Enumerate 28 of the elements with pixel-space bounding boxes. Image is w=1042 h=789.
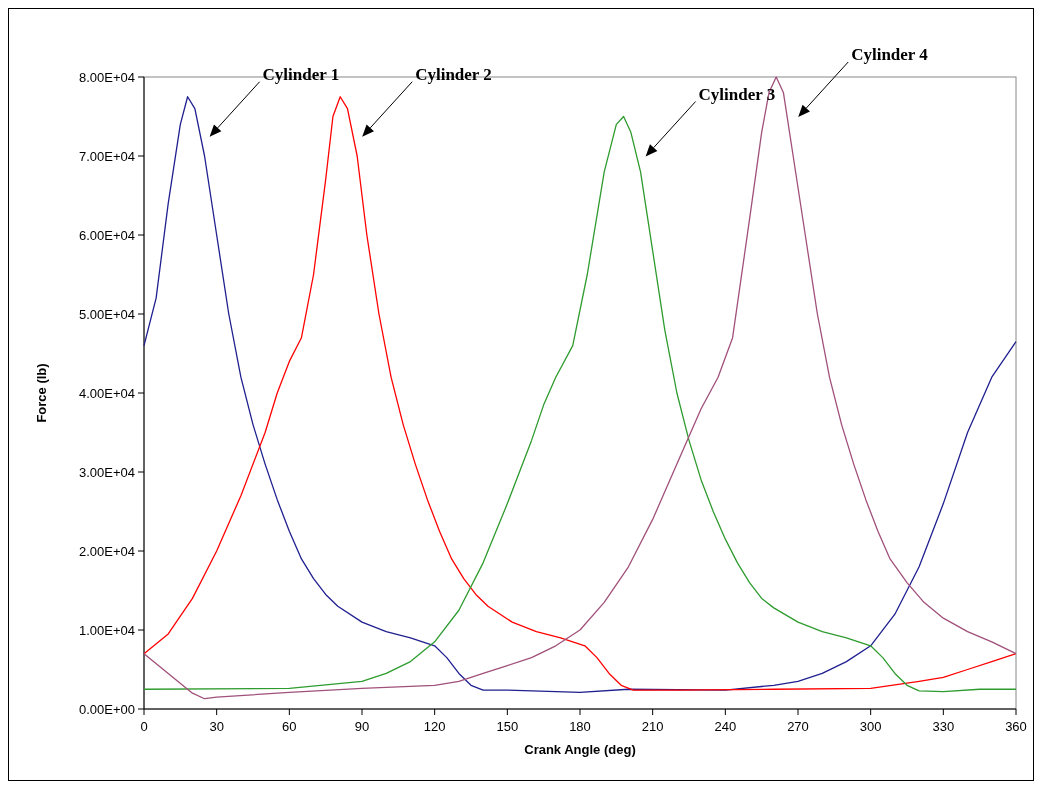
y-tick-label: 8.00E+04 [78, 69, 135, 85]
x-tick-label: 360 [1005, 719, 1027, 734]
y-tick-label: 3.00E+04 [78, 464, 135, 480]
x-axis-title: Crank Angle (deg) [524, 742, 636, 757]
annotation: Cylinder 1 [262, 64, 340, 84]
y-tick-label: 1.00E+04 [78, 622, 135, 638]
y-tick-label: 4.00E+04 [78, 385, 135, 401]
x-tick-label: 150 [496, 719, 519, 734]
y-tick-label: 7.00E+04 [78, 148, 135, 164]
y-tick-label: 2.00E+04 [78, 543, 135, 559]
x-tick-label: 210 [641, 719, 664, 734]
x-tick-label: 330 [932, 719, 955, 734]
x-tick-label: 0 [140, 719, 148, 734]
x-tick-label: 240 [714, 719, 737, 734]
x-tick-label: 300 [859, 719, 882, 734]
y-axis-title: Force (lb) [34, 363, 49, 423]
x-tick-label: 180 [569, 719, 591, 734]
annotation: Cylinder 2 [415, 64, 492, 84]
x-tick-label: 120 [423, 719, 446, 734]
y-tick-label: 0.00E+00 [78, 701, 135, 717]
x-tick-label: 270 [787, 719, 809, 734]
x-tick-label: 90 [354, 719, 370, 734]
annotation: Cylinder 3 [698, 84, 776, 104]
y-tick-label: 5.00E+04 [78, 306, 135, 322]
text: Cylinder 4 [851, 45, 929, 64]
x-tick-label: 30 [209, 719, 224, 734]
y-tick-label: 6.00E+04 [78, 227, 135, 243]
x-tick-label: 60 [282, 719, 297, 734]
